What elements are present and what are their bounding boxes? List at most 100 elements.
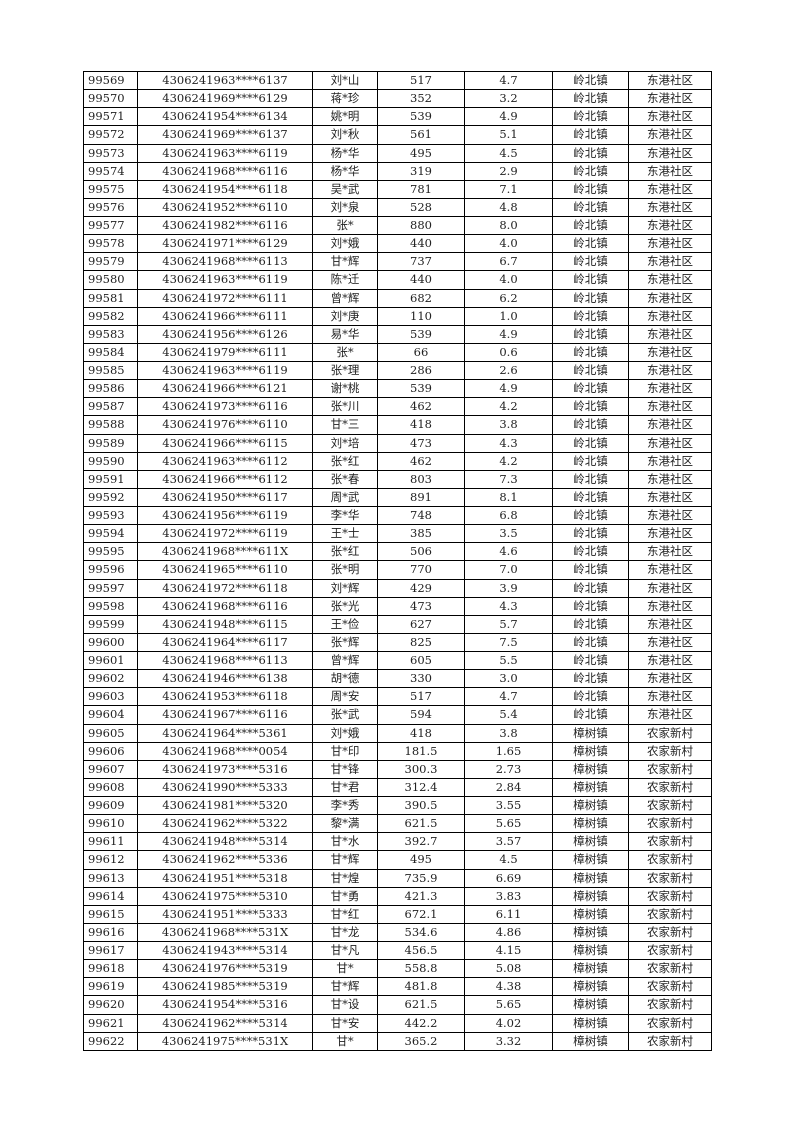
value-cell: 4.6 (464, 542, 553, 562)
amount-cell: 456.5 (377, 940, 465, 961)
town-cell: 岭北镇 (552, 524, 629, 544)
table-row: 99600 4306241964****6117 张*辉 825 7.5 岭北镇 东港社区 (83, 632, 712, 653)
town-cell: 樟树镇 (552, 904, 629, 924)
person-name-cell: 周*武 (312, 487, 378, 508)
value-cell: 4.7 (464, 70, 553, 91)
community-cell: 农家新村 (628, 904, 712, 924)
town-cell: 岭北镇 (552, 433, 629, 453)
table-row: 99577 4306241982****6116 张* 880 8.0 岭北镇 东港社区 (83, 215, 712, 236)
id-number-cell: 4306241976****6110 (137, 415, 313, 435)
person-name-cell: 周*安 (312, 687, 378, 707)
amount-cell: 539 (377, 379, 465, 399)
id-number-cell: 4306241950****6117 (137, 487, 313, 508)
amount-cell: 682 (377, 288, 465, 308)
community-cell: 农家新村 (628, 1013, 712, 1033)
amount-cell: 300.3 (377, 759, 465, 779)
person-name-cell: 甘*安 (312, 1013, 378, 1033)
community-cell: 东港社区 (628, 324, 712, 344)
id-number-cell: 4306241963****6137 (137, 70, 313, 91)
value-cell: 4.9 (464, 324, 553, 344)
table-row: 99593 4306241956****6119 李*华 748 6.8 岭北镇 东港社区 (83, 505, 712, 526)
id-number-cell: 4306241948****6115 (137, 614, 313, 634)
amount-cell: 672.1 (377, 904, 465, 924)
value-cell: 3.5 (464, 524, 553, 544)
table-row: 99604 4306241967****6116 张*武 594 5.4 岭北镇 东港社区 (83, 705, 712, 725)
community-cell: 农家新村 (628, 1031, 712, 1051)
id-number-cell: 4306241976****5319 (137, 959, 313, 979)
person-name-cell: 蒋*珍 (312, 89, 378, 109)
community-cell: 农家新村 (628, 886, 712, 906)
amount-cell: 481.8 (377, 977, 465, 997)
person-name-cell: 陈*迁 (312, 270, 378, 290)
table-row: 99622 4306241975****531X 甘* 365.2 3.32 樟树镇 农家新… (83, 1031, 712, 1051)
community-cell: 农家新村 (628, 959, 712, 979)
table-row: 99615 4306241951****5333 甘*红 672.1 6.11 樟树镇 农家… (83, 904, 712, 924)
amount-cell: 735.9 (377, 868, 465, 888)
value-cell: 3.0 (464, 669, 553, 689)
town-cell: 樟树镇 (552, 832, 629, 852)
town-cell: 樟树镇 (552, 959, 629, 979)
town-cell: 樟树镇 (552, 977, 629, 997)
amount-cell: 429 (377, 578, 465, 598)
town-cell: 岭北镇 (552, 89, 629, 109)
value-cell: 6.7 (464, 252, 553, 272)
person-name-cell: 李*秀 (312, 795, 378, 816)
row-number-cell: 99588 (83, 415, 138, 435)
town-cell: 樟树镇 (552, 922, 629, 943)
town-cell: 樟树镇 (552, 850, 629, 870)
community-cell: 东港社区 (628, 197, 712, 218)
value-cell: 3.57 (464, 832, 553, 852)
community-cell: 东港社区 (628, 125, 712, 145)
row-number-cell: 99608 (83, 777, 138, 798)
community-cell: 东港社区 (628, 487, 712, 508)
value-cell: 7.0 (464, 560, 553, 580)
row-number-cell: 99617 (83, 940, 138, 961)
row-number-cell: 99604 (83, 705, 138, 725)
row-number-cell: 99577 (83, 215, 138, 236)
amount-cell: 781 (377, 179, 465, 199)
town-cell: 樟树镇 (552, 759, 629, 779)
records-table: 99569 4306241963****6137 刘*山 517 4.7 岭北镇 东港社区 9… (83, 70, 712, 1051)
town-cell: 岭北镇 (552, 215, 629, 236)
person-name-cell: 甘*凡 (312, 940, 378, 961)
table-row: 99585 4306241963****6119 张*理 286 2.6 岭北镇 东港社区 (83, 360, 712, 381)
person-name-cell: 刘*泉 (312, 197, 378, 218)
community-cell: 农家新村 (628, 922, 712, 943)
community-cell: 东港社区 (628, 614, 712, 634)
table-row: 99578 4306241971****6129 刘*娥 440 4.0 岭北镇 东港社区 (83, 234, 712, 254)
person-name-cell: 刘*娥 (312, 723, 378, 743)
person-name-cell: 张*川 (312, 397, 378, 417)
value-cell: 3.2 (464, 89, 553, 109)
row-number-cell: 99595 (83, 542, 138, 562)
person-name-cell: 王*士 (312, 524, 378, 544)
row-number-cell: 99578 (83, 234, 138, 254)
community-cell: 东港社区 (628, 179, 712, 199)
value-cell: 2.84 (464, 777, 553, 798)
town-cell: 岭北镇 (552, 342, 629, 363)
row-number-cell: 99569 (83, 70, 138, 91)
row-number-cell: 99571 (83, 107, 138, 127)
id-number-cell: 4306241963****6119 (137, 360, 313, 381)
community-cell: 东港社区 (628, 379, 712, 399)
table-row: 99592 4306241950****6117 周*武 891 8.1 岭北镇 东港社区 (83, 487, 712, 508)
value-cell: 7.5 (464, 632, 553, 653)
table-row: 99589 4306241966****6115 刘*培 473 4.3 岭北镇 东港社区 (83, 433, 712, 453)
amount-cell: 495 (377, 143, 465, 163)
person-name-cell: 姚*明 (312, 107, 378, 127)
row-number-cell: 99581 (83, 288, 138, 308)
town-cell: 岭北镇 (552, 306, 629, 326)
table-row: 99598 4306241968****6116 张*光 473 4.3 岭北镇 东港社区 (83, 596, 712, 616)
row-number-cell: 99605 (83, 723, 138, 743)
row-number-cell: 99599 (83, 614, 138, 634)
amount-cell: 286 (377, 360, 465, 381)
amount-cell: 462 (377, 451, 465, 471)
value-cell: 4.5 (464, 143, 553, 163)
table-row: 99583 4306241956****6126 易*华 539 4.9 岭北镇 东港社区 (83, 324, 712, 344)
records-table-body: 99569 4306241963****6137 刘*山 517 4.7 岭北镇 东港社区 9… (83, 70, 712, 1051)
value-cell: 2.73 (464, 759, 553, 779)
amount-cell: 462 (377, 397, 465, 417)
community-cell: 东港社区 (628, 505, 712, 526)
community-cell: 东港社区 (628, 234, 712, 254)
id-number-cell: 4306241954****5316 (137, 995, 313, 1015)
town-cell: 樟树镇 (552, 777, 629, 798)
